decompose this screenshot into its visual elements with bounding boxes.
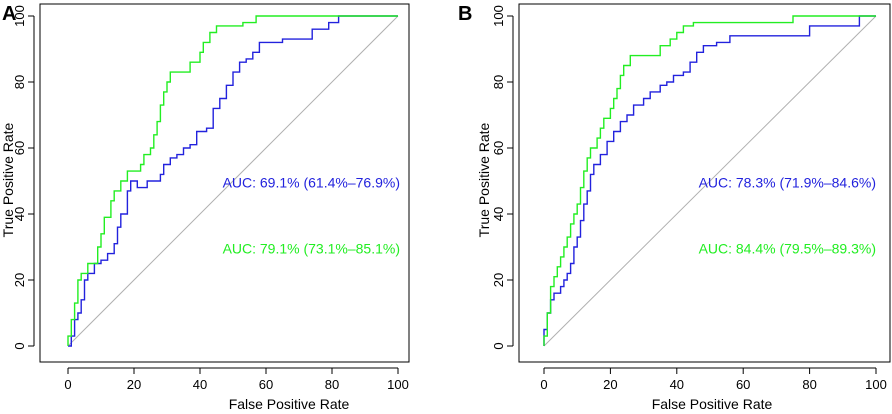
x-tick-label-a: 80 bbox=[325, 377, 339, 392]
y-tick-label-b: 80 bbox=[491, 75, 506, 89]
x-tick-label-b: 20 bbox=[603, 377, 617, 392]
x-tick-label-a: 20 bbox=[127, 377, 141, 392]
panel-label-b: B bbox=[458, 3, 472, 25]
plot-frame-a bbox=[39, 3, 410, 363]
x-tick-label-a: 40 bbox=[193, 377, 207, 392]
y-axis-label-b: True Positive Rate bbox=[476, 122, 492, 237]
y-tick-label-b: 60 bbox=[491, 141, 506, 155]
roc-curve-blue-a bbox=[68, 15, 398, 347]
y-tick-label-a: 60 bbox=[12, 141, 27, 155]
x-axis-label-b: False Positive Rate bbox=[652, 396, 773, 412]
diagonal-reference-a bbox=[67, 15, 399, 347]
y-tick-label-a: 20 bbox=[12, 273, 27, 287]
y-tick-label-b: 0 bbox=[491, 342, 506, 349]
y-tick-label-a: 0 bbox=[12, 342, 27, 349]
auc-annotation-green-a: AUC: 79.1% (73.1%–85.1%) bbox=[223, 241, 400, 257]
plot-frame-b bbox=[518, 3, 891, 363]
roc-panel-a: A False Positive Rate True Positive Rate… bbox=[0, 3, 410, 412]
y-tick-label-b: 20 bbox=[491, 273, 506, 287]
y-tick-label-a: 100 bbox=[12, 5, 27, 27]
x-tick-label-a: 100 bbox=[387, 377, 409, 392]
x-tick-label-b: 100 bbox=[865, 377, 887, 392]
diagonal-reference-b bbox=[543, 15, 877, 347]
panel-label-a: A bbox=[2, 3, 16, 25]
x-tick-label-a: 0 bbox=[64, 377, 71, 392]
y-tick-label-a: 40 bbox=[12, 207, 27, 221]
y-tick-label-a: 80 bbox=[12, 75, 27, 89]
y-tick-label-b: 100 bbox=[491, 5, 506, 27]
x-tick-label-b: 0 bbox=[540, 377, 547, 392]
roc-curve-green-b bbox=[543, 15, 876, 346]
auc-annotation-blue-b: AUC: 78.3% (71.9%–84.6%) bbox=[699, 175, 876, 191]
roc-curve-blue-b bbox=[543, 15, 876, 346]
roc-curve-green-a bbox=[67, 15, 398, 346]
auc-annotation-green-b: AUC: 84.4% (79.5%–89.3%) bbox=[699, 241, 876, 257]
auc-annotation-blue-a: AUC: 69.1% (61.4%–76.9%) bbox=[223, 175, 400, 191]
y-tick-label-b: 40 bbox=[491, 207, 506, 221]
y-axis-label-a: True Positive Rate bbox=[0, 122, 16, 237]
x-tick-label-b: 80 bbox=[802, 377, 816, 392]
x-tick-label-b: 60 bbox=[736, 377, 750, 392]
x-tick-label-b: 40 bbox=[670, 377, 684, 392]
x-axis-label-a: False Positive Rate bbox=[229, 396, 350, 412]
roc-panel-b: B False Positive Rate True Positive Rate… bbox=[458, 3, 891, 412]
x-tick-label-a: 60 bbox=[259, 377, 273, 392]
